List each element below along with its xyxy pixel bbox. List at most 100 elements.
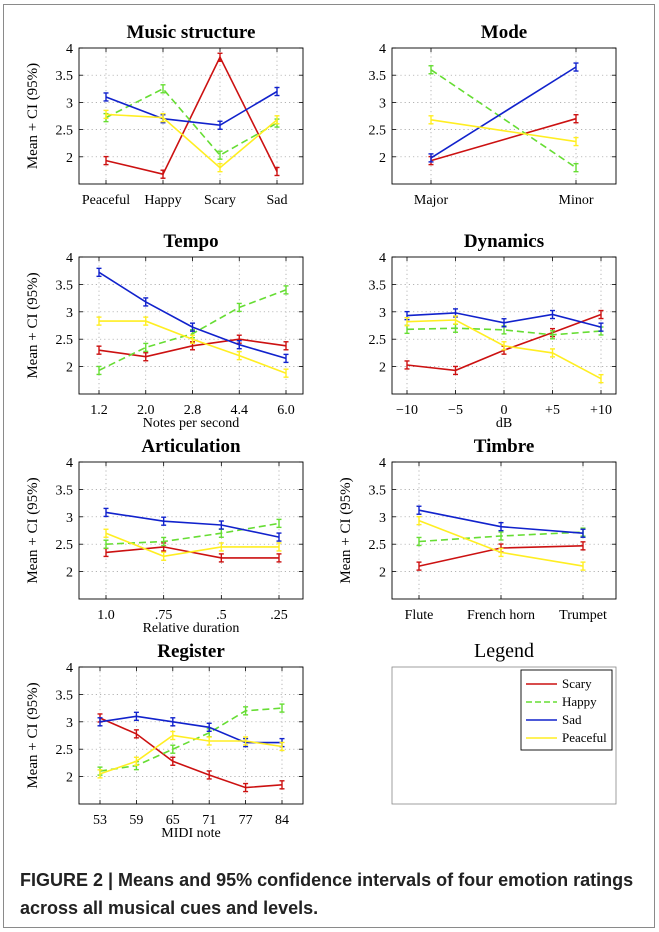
series-sad <box>103 86 280 130</box>
series-line <box>105 113 278 169</box>
x-tick-label: Scary <box>204 193 236 208</box>
panel-tempo: 2 2.5 3 3.5 4 1.2 2.0 2.8 4.4 6.0 Tempo Mean + CI (… <box>25 231 304 431</box>
x-tick-label: 71 <box>202 813 216 828</box>
y-axis-label: Mean + CI (95%) <box>25 272 41 378</box>
x-tick-label: .5 <box>216 608 227 623</box>
panel-timbre: 2 2.5 3 3.5 4 Flute French horn Trumpet Timbre Me… <box>338 436 617 623</box>
figure-caption: FIGURE 2 | Means and 95% confidence inte… <box>20 866 640 922</box>
series-line <box>105 522 280 545</box>
series-line <box>105 532 279 558</box>
y-tick-label: 3.5 <box>56 688 74 703</box>
x-tick-label: 6.0 <box>277 403 295 418</box>
legend-panel: Legend Scary Happy Sad Peaceful <box>391 640 617 805</box>
chart-title: Mode <box>481 22 527 43</box>
x-tick-label: Trumpet <box>559 608 607 623</box>
series-scary <box>103 52 280 179</box>
x-tick-label: +5 <box>545 403 560 418</box>
y-tick-label: 3.5 <box>56 483 74 498</box>
chart-title: Tempo <box>163 231 218 252</box>
y-tick-label: 2.5 <box>56 333 74 348</box>
x-tick-label: 2.8 <box>184 403 202 418</box>
chart-title: Dynamics <box>464 231 544 252</box>
caption-text: FIGURE 2 | Means and 95% confidence inte… <box>20 870 634 918</box>
x-tick-label: 1.0 <box>97 608 115 623</box>
y-tick-label: 3.5 <box>56 69 74 84</box>
legend-label-happy: Happy <box>562 694 597 709</box>
x-tick-label: Happy <box>144 193 181 208</box>
chart-title: Timbre <box>474 436 535 457</box>
plot-area <box>391 461 617 600</box>
y-tick-label: 3 <box>66 96 73 111</box>
chart-title: Articulation <box>141 436 241 457</box>
x-tick-label: Minor <box>559 193 594 208</box>
x-tick-label: .25 <box>270 608 288 623</box>
x-tick-label: 1.2 <box>90 403 108 418</box>
y-tick-label: 2.5 <box>56 743 74 758</box>
plot-area <box>391 47 617 185</box>
x-tick-label: Peaceful <box>82 193 130 208</box>
legend-label-peaceful: Peaceful <box>562 730 607 745</box>
y-tick-label: 3 <box>66 716 73 731</box>
y-tick-label: 2.5 <box>369 333 387 348</box>
legend-title: Legend <box>474 640 534 662</box>
series-line <box>430 69 577 169</box>
series-line <box>105 55 278 176</box>
figure-frame <box>3 4 655 928</box>
x-tick-label: 77 <box>239 813 253 828</box>
x-axis-label: dB <box>496 416 512 431</box>
x-tick-label: −5 <box>448 403 463 418</box>
y-axis-label: Mean + CI (95%) <box>338 477 354 583</box>
plot-area <box>78 47 304 185</box>
legend-label-scary: Scary <box>562 676 592 691</box>
x-tick-label: 4.4 <box>231 403 249 418</box>
y-tick-label: 4 <box>379 251 386 266</box>
y-tick-label: 2 <box>66 361 73 376</box>
series-peaceful <box>96 316 289 378</box>
series-peaceful <box>103 109 280 173</box>
plot-area <box>78 666 304 805</box>
y-tick-label: 4 <box>379 42 386 57</box>
x-tick-label: Major <box>414 193 449 208</box>
series-line <box>430 117 577 162</box>
y-tick-label: 2.5 <box>56 124 74 139</box>
series-peaceful <box>404 315 604 384</box>
y-tick-label: 3.5 <box>369 483 387 498</box>
y-tick-label: 4 <box>66 251 73 266</box>
x-tick-label: 2.0 <box>137 403 155 418</box>
y-tick-label: 3 <box>379 96 386 111</box>
series-line <box>430 119 577 143</box>
y-tick-label: 2 <box>66 566 73 581</box>
series-peaceful <box>103 528 282 561</box>
y-tick-label: 2 <box>66 151 73 166</box>
y-tick-label: 3 <box>66 306 73 321</box>
panel-register: 2 2.5 3 3.5 4 53 59 65 71 77 84 Register Mean + CI (… <box>25 641 304 841</box>
series-sad <box>428 62 579 163</box>
x-axis-label: MIDI note <box>161 826 221 841</box>
x-tick-label: .75 <box>155 608 173 623</box>
panel-mode: 2 2.5 3 3.5 4 Major Minor Mode <box>369 22 617 208</box>
series-line <box>105 511 280 538</box>
x-tick-label: +10 <box>590 403 612 418</box>
y-tick-label: 2 <box>66 771 73 786</box>
panel-articulation: 2 2.5 3 3.5 4 1.0 .75 .5 .25 Articulation Mean + C… <box>25 436 304 636</box>
series-line <box>99 734 283 775</box>
x-tick-label: 0 <box>501 403 508 418</box>
series-scary <box>97 713 285 793</box>
x-tick-label: 65 <box>166 813 180 828</box>
y-tick-label: 4 <box>66 456 73 471</box>
series-sad <box>103 507 282 542</box>
legend-label-sad: Sad <box>562 712 582 727</box>
y-tick-label: 3.5 <box>56 278 74 293</box>
chart-title: Register <box>157 641 225 662</box>
x-tick-label: French horn <box>467 608 535 623</box>
x-tick-label: −10 <box>396 403 418 418</box>
panel-music-structure: 2 2.5 3 3.5 4 Peaceful Happy Scary Sad Music stru… <box>25 22 304 208</box>
series-sad <box>416 505 586 538</box>
y-tick-label: 2.5 <box>369 538 387 553</box>
series-peaceful <box>428 115 579 147</box>
series-happy <box>103 518 282 549</box>
y-axis-label: Mean + CI (95%) <box>25 63 41 169</box>
y-tick-label: 4 <box>379 456 386 471</box>
y-tick-label: 2 <box>379 151 386 166</box>
